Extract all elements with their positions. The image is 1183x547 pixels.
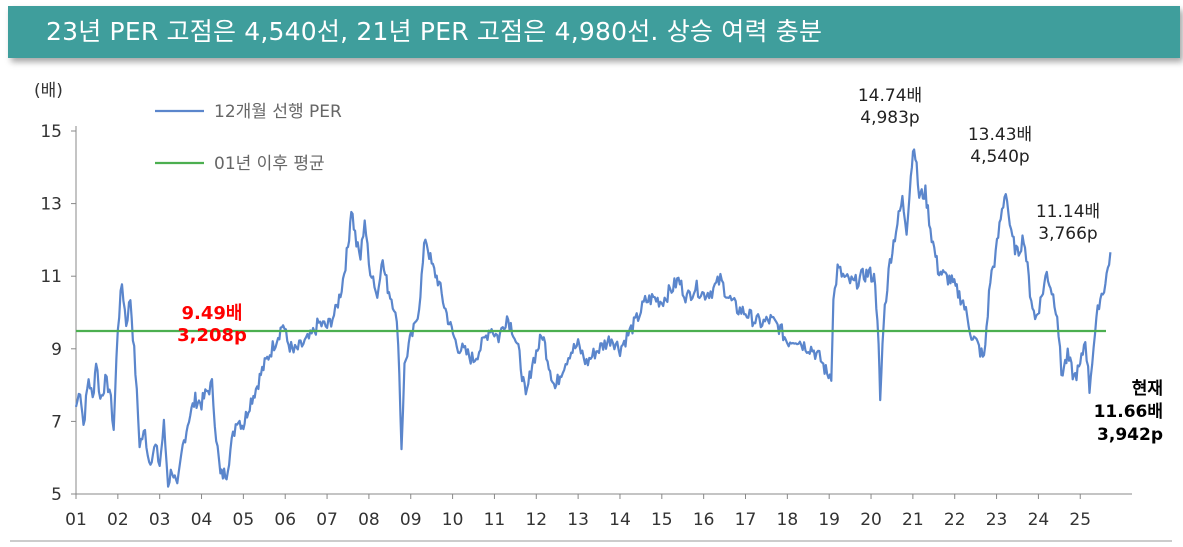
axes-layer: (배) 5 7 9 11 13 15 01 02 03 04 05 06 07 08 09 10 11 12 13 14… <box>10 81 1172 542</box>
x-tick-label: 15 <box>651 510 673 530</box>
annotation-label: 11.14배 <box>1036 202 1100 222</box>
annotation-label: 3,766p <box>1038 224 1097 244</box>
x-tick-label: 21 <box>902 510 924 530</box>
annotation-label: 4,983p <box>860 108 919 128</box>
x-tick-label: 19 <box>818 510 840 530</box>
annotation-label: 13.43배 <box>968 125 1032 145</box>
title-banner: 23년 PER 고점은 4,540선, 21년 PER 고점은 4,980선. … <box>8 6 1180 58</box>
annotation-label: 3,942p <box>1097 425 1163 445</box>
x-tick-label: 18 <box>777 510 799 530</box>
y-tick-label: 15 <box>40 122 62 142</box>
x-tick-label: 07 <box>316 510 338 530</box>
y-axis-label: (배) <box>34 81 63 101</box>
per-series-line <box>74 148 1112 488</box>
legend-label-per: 12개월 선행 PER <box>214 102 342 122</box>
y-tick-label: 5 <box>51 485 62 505</box>
x-tick-label: 22 <box>944 510 966 530</box>
annotation-label: 3,208p <box>177 325 247 346</box>
x-tick-label: 10 <box>442 510 464 530</box>
x-tick-label: 03 <box>149 510 171 530</box>
x-tick-label: 06 <box>274 510 296 530</box>
x-tick-label: 25 <box>1069 510 1091 530</box>
x-tick-label: 12 <box>525 510 547 530</box>
y-tick-label: 11 <box>40 267 62 287</box>
series-layer <box>74 148 1112 488</box>
x-tick-label: 24 <box>1028 510 1050 530</box>
x-tick-label: 11 <box>484 510 506 530</box>
x-tick-label: 17 <box>735 510 757 530</box>
x-tick-label: 23 <box>986 510 1008 530</box>
chart-title: 23년 PER 고점은 4,540선, 21년 PER 고점은 4,980선. … <box>46 17 823 46</box>
x-tick-label: 13 <box>567 510 589 530</box>
x-tick-label: 05 <box>233 510 255 530</box>
x-tick-label: 16 <box>693 510 715 530</box>
annotation-label: 현재 <box>1132 379 1163 399</box>
y-tick-label: 9 <box>51 340 62 360</box>
x-tick-label: 02 <box>107 510 129 530</box>
x-tick-label: 09 <box>400 510 422 530</box>
x-tick-label: 08 <box>358 510 380 530</box>
legend-label-avg: 01년 이후 평균 <box>214 154 325 174</box>
y-tick-label: 13 <box>40 195 62 215</box>
annotation-label: 11.66배 <box>1094 402 1163 422</box>
x-tick-label: 14 <box>609 510 631 530</box>
legend: 12개월 선행 PER 01년 이후 평균 <box>155 102 342 174</box>
annotation-label: 14.74배 <box>858 86 922 106</box>
y-tick-label: 7 <box>51 412 62 432</box>
x-tick-label: 01 <box>65 510 87 530</box>
x-tick-label: 04 <box>191 510 213 530</box>
x-tick-label: 20 <box>860 510 882 530</box>
annotation-label: 9.49배 <box>182 303 243 324</box>
annotation-label: 4,540p <box>970 147 1029 167</box>
